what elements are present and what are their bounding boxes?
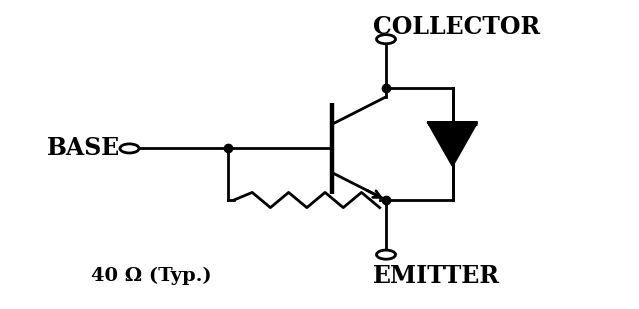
Circle shape (376, 35, 396, 44)
Polygon shape (429, 123, 477, 165)
Text: EMITTER: EMITTER (373, 264, 500, 288)
Text: 40 Ω (Typ.): 40 Ω (Typ.) (91, 267, 212, 285)
Circle shape (120, 144, 139, 153)
Text: COLLECTOR: COLLECTOR (373, 15, 541, 39)
Text: BASE: BASE (47, 137, 120, 160)
Circle shape (376, 250, 396, 259)
